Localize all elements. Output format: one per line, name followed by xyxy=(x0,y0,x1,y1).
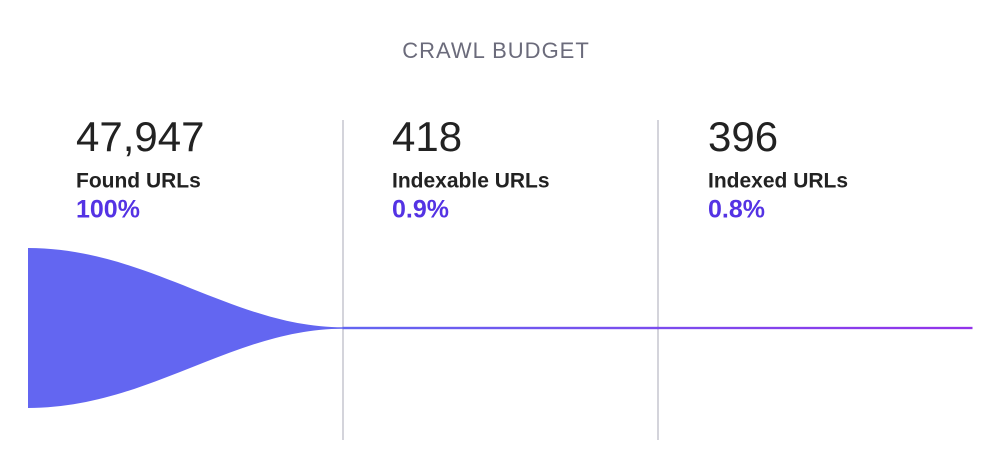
stage-name: Found URLs xyxy=(76,170,201,193)
stage-percent: 0.9% xyxy=(392,196,449,224)
funnel-segment xyxy=(342,326,659,330)
stage-value: 47,947 xyxy=(76,113,204,160)
stage-name: Indexable URLs xyxy=(392,170,550,193)
funnel-segment xyxy=(28,248,343,408)
stage-percent: 100% xyxy=(76,196,140,224)
chart-title: CRAWL BUDGET xyxy=(402,38,590,63)
stage-value: 396 xyxy=(708,113,778,160)
funnel-segment xyxy=(657,326,973,330)
stage-name: Indexed URLs xyxy=(708,170,848,193)
stage-value: 418 xyxy=(392,113,462,160)
stage-percent: 0.8% xyxy=(708,196,765,224)
